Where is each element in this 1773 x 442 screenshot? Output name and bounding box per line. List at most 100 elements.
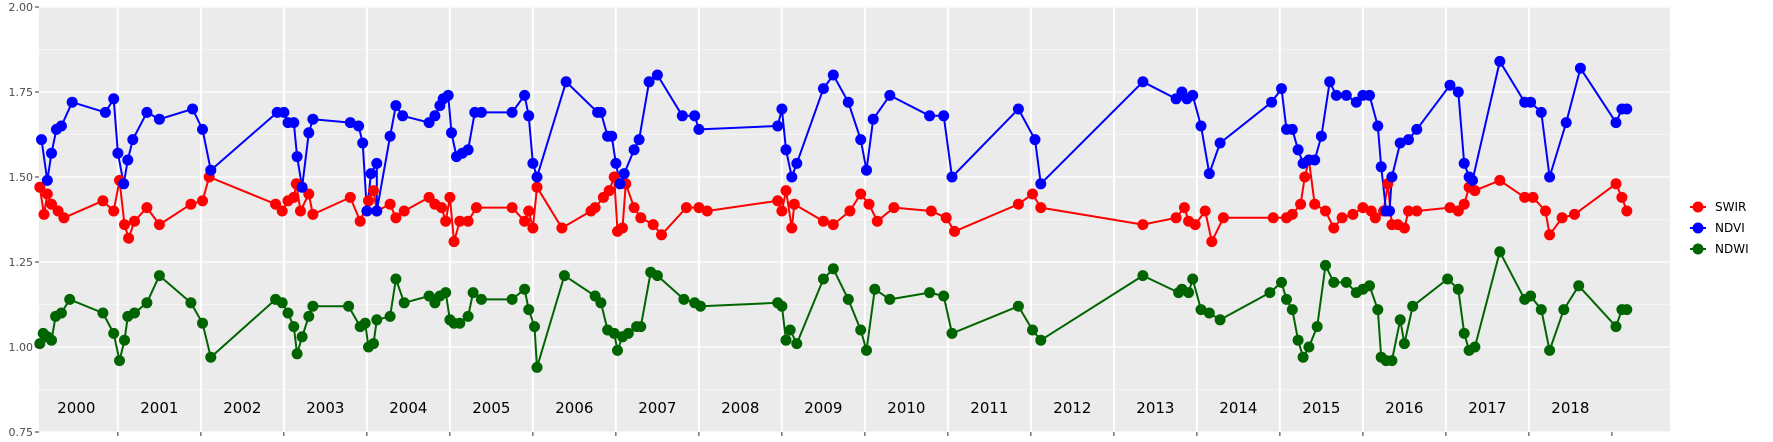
data-point-ndwi bbox=[1458, 327, 1470, 339]
data-point-swir bbox=[38, 208, 50, 220]
year-label: 2014 bbox=[1219, 399, 1257, 417]
data-point-ndwi bbox=[296, 331, 308, 343]
data-point-ndvi bbox=[1203, 168, 1215, 180]
data-point-ndvi bbox=[531, 171, 543, 183]
year-label: 2002 bbox=[223, 399, 261, 417]
data-point-ndwi bbox=[884, 293, 896, 305]
data-point-ndwi bbox=[197, 317, 208, 329]
grid-major bbox=[39, 6, 1670, 433]
data-point-ndwi bbox=[595, 297, 607, 309]
data-point-ndwi bbox=[119, 334, 130, 346]
data-point-ndvi bbox=[1324, 76, 1336, 88]
data-point-ndvi bbox=[1386, 171, 1398, 183]
legend-label: NDWI bbox=[1715, 242, 1749, 256]
data-point-swir bbox=[436, 202, 448, 214]
data-point-ndvi bbox=[1286, 123, 1298, 135]
data-point-ndvi bbox=[46, 147, 57, 159]
data-point-ndvi bbox=[560, 76, 572, 88]
data-point-ndvi bbox=[842, 96, 854, 108]
data-point-ndvi bbox=[884, 89, 896, 101]
data-point-swir bbox=[628, 202, 640, 214]
data-point-ndvi bbox=[99, 106, 111, 118]
data-point-swir bbox=[1556, 212, 1568, 224]
data-point-ndvi bbox=[291, 151, 303, 163]
year-label: 2013 bbox=[1136, 399, 1174, 417]
y-tick-label: 2.00 bbox=[9, 1, 34, 14]
data-point-ndwi bbox=[784, 324, 796, 336]
data-point-swir bbox=[1170, 212, 1182, 224]
data-point-ndwi bbox=[938, 290, 950, 302]
data-point-swir bbox=[523, 205, 535, 217]
data-point-swir bbox=[1519, 191, 1531, 203]
data-point-swir bbox=[440, 215, 452, 227]
data-point-swir bbox=[185, 198, 197, 210]
data-point-ndwi bbox=[1525, 290, 1537, 302]
data-point-ndwi bbox=[827, 263, 839, 275]
data-point-ndwi bbox=[780, 334, 792, 346]
year-label: 2012 bbox=[1053, 399, 1091, 417]
data-point-ndwi bbox=[531, 361, 543, 373]
data-point-ndvi bbox=[689, 110, 701, 122]
y-tick-label: 1.50 bbox=[9, 171, 34, 184]
data-point-ndwi bbox=[1214, 314, 1226, 326]
data-point-swir bbox=[1527, 191, 1539, 203]
legend-key-point bbox=[1692, 201, 1704, 213]
series-line-ndvi bbox=[40, 60, 1627, 212]
year-label: 2007 bbox=[638, 399, 676, 417]
data-point-ndvi bbox=[643, 76, 655, 88]
data-point-ndvi bbox=[1375, 161, 1387, 173]
data-point-ndwi bbox=[185, 297, 197, 309]
data-point-swir bbox=[603, 185, 615, 197]
series-layer bbox=[34, 55, 1633, 373]
data-point-ndwi bbox=[1264, 287, 1276, 299]
data-point-ndwi bbox=[946, 327, 958, 339]
data-point-ndwi bbox=[1286, 304, 1298, 316]
year-label: 2009 bbox=[804, 399, 842, 417]
data-point-ndwi bbox=[1372, 304, 1384, 316]
data-point-ndwi bbox=[1183, 287, 1195, 299]
y-axis: 0.75 1.00 1.25 1.50 1.75 2.00 bbox=[9, 1, 39, 439]
data-point-ndwi bbox=[1558, 304, 1570, 316]
data-point-swir bbox=[1295, 198, 1307, 210]
data-point-ndwi bbox=[817, 273, 829, 285]
data-point-ndvi bbox=[397, 110, 409, 122]
data-point-swir bbox=[647, 219, 659, 231]
year-label: 2010 bbox=[887, 399, 925, 417]
data-point-ndwi bbox=[440, 287, 452, 299]
data-point-swir bbox=[844, 205, 856, 217]
data-point-swir bbox=[444, 191, 456, 203]
data-point-swir bbox=[701, 205, 713, 217]
data-point-ndvi bbox=[127, 134, 139, 146]
data-point-ndvi bbox=[1621, 103, 1633, 115]
data-point-ndvi bbox=[618, 168, 630, 180]
data-point-ndvi bbox=[827, 69, 839, 81]
y-tick-label: 1.25 bbox=[9, 256, 34, 269]
data-point-ndwi bbox=[842, 293, 854, 305]
data-point-swir bbox=[1610, 178, 1622, 190]
data-point-swir bbox=[772, 195, 784, 207]
data-point-ndwi bbox=[454, 317, 466, 329]
data-point-ndvi bbox=[357, 137, 369, 149]
data-point-ndvi bbox=[303, 127, 315, 139]
data-point-ndvi bbox=[384, 130, 396, 142]
data-point-ndwi bbox=[678, 293, 690, 305]
data-point-ndvi bbox=[1467, 174, 1478, 186]
data-point-ndvi bbox=[1214, 137, 1226, 149]
data-point-swir bbox=[1347, 208, 1359, 220]
data-point-ndvi bbox=[693, 123, 705, 135]
data-point-ndwi bbox=[635, 321, 647, 333]
data-point-ndvi bbox=[523, 110, 535, 122]
data-point-ndvi bbox=[1574, 62, 1586, 74]
data-point-ndvi bbox=[1340, 89, 1352, 101]
data-point-ndvi bbox=[861, 164, 872, 176]
data-point-ndwi bbox=[303, 310, 315, 322]
x-axis bbox=[117, 432, 1613, 436]
data-point-ndvi bbox=[442, 89, 454, 101]
data-point-ndwi bbox=[398, 297, 410, 309]
data-point-ndvi bbox=[786, 171, 798, 183]
data-point-ndvi bbox=[1330, 89, 1342, 101]
data-point-ndwi bbox=[129, 307, 140, 319]
y-tick-label: 0.75 bbox=[9, 426, 34, 439]
data-point-ndvi bbox=[1494, 55, 1506, 67]
